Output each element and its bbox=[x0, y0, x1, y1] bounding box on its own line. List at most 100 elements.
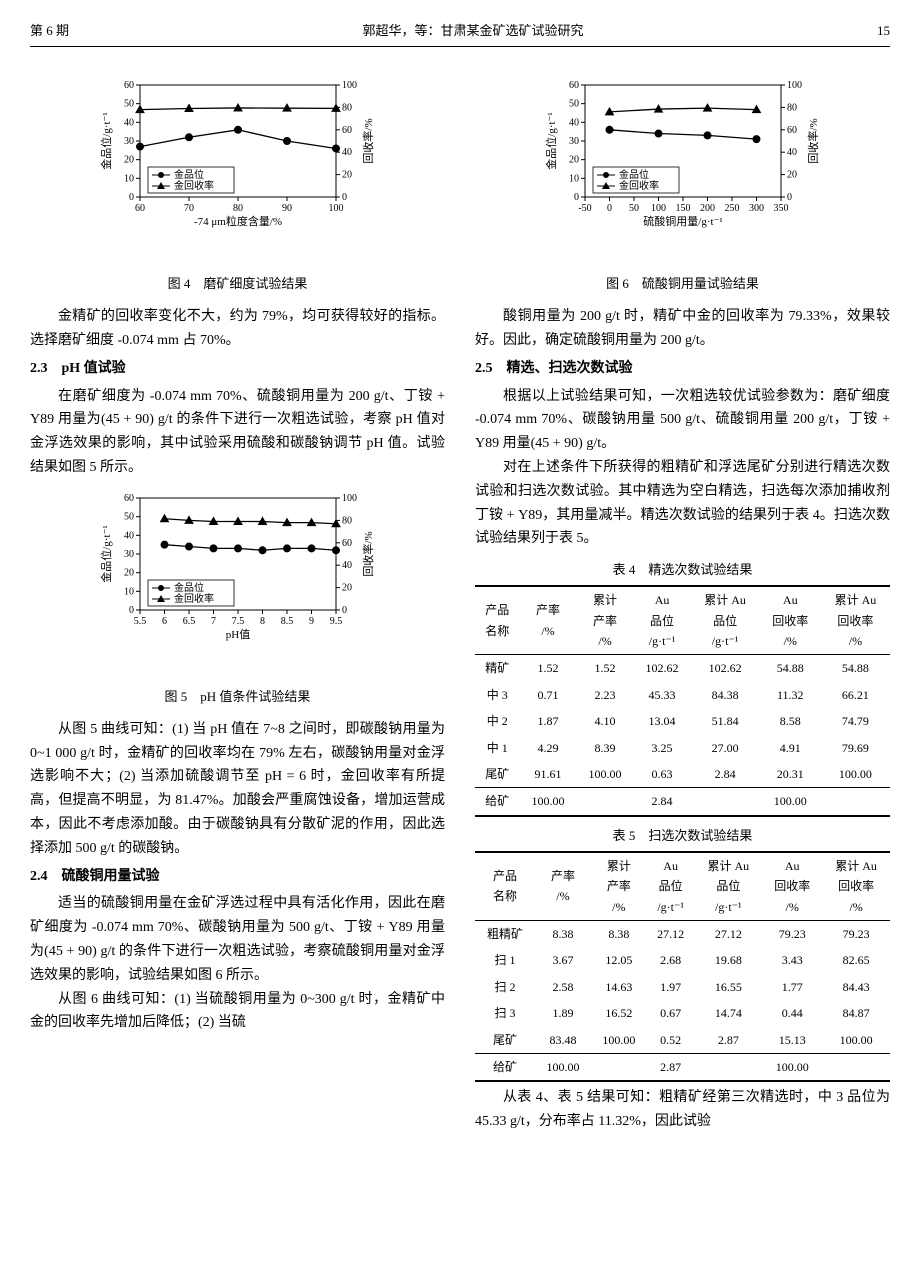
table-cell bbox=[577, 788, 634, 816]
svg-text:300: 300 bbox=[749, 203, 764, 214]
svg-text:0: 0 bbox=[342, 605, 347, 616]
svg-text:6: 6 bbox=[162, 616, 167, 627]
table-cell: 13.04 bbox=[634, 708, 691, 734]
table-cell: 27.12 bbox=[695, 921, 763, 948]
table-cell: 2.87 bbox=[695, 1027, 763, 1054]
table-cell: 14.63 bbox=[591, 974, 647, 1000]
table-cell: 4.29 bbox=[520, 735, 577, 761]
table-cell: 3.43 bbox=[762, 947, 822, 973]
table-cell: 1.77 bbox=[762, 974, 822, 1000]
svg-text:8: 8 bbox=[260, 616, 265, 627]
right-column: -500501001502002503003500102030405060020… bbox=[475, 67, 890, 1134]
svg-text:回收率/%: 回收率/% bbox=[806, 118, 820, 163]
table-cell: 12.05 bbox=[591, 947, 647, 973]
table-header-cell: 累计 Au品位/g·t⁻¹ bbox=[695, 852, 763, 921]
table-header-cell: 累计 Au品位/g·t⁻¹ bbox=[691, 586, 760, 655]
table-header-cell: 累计 Au回收率/% bbox=[822, 852, 890, 921]
table-cell: 4.91 bbox=[760, 735, 821, 761]
table-cell: 1.97 bbox=[647, 974, 695, 1000]
svg-text:金品位: 金品位 bbox=[619, 168, 649, 181]
table-cell bbox=[695, 1053, 763, 1081]
table-header-cell: 累计产率/% bbox=[577, 586, 634, 655]
table-cell: 中 2 bbox=[475, 708, 520, 734]
table-header-cell: 累计产率/% bbox=[591, 852, 647, 921]
svg-text:7.5: 7.5 bbox=[231, 616, 244, 627]
chart-6: -500501001502002503003500102030405060020… bbox=[475, 77, 890, 295]
table-cell: 84.43 bbox=[822, 974, 890, 1000]
table-header-cell: Au品位/g·t⁻¹ bbox=[647, 852, 695, 921]
table-cell: 15.13 bbox=[762, 1027, 822, 1054]
svg-text:6.5: 6.5 bbox=[182, 616, 195, 627]
table-cell: 91.61 bbox=[520, 761, 577, 788]
svg-text:60: 60 bbox=[787, 125, 797, 136]
svg-text:80: 80 bbox=[233, 203, 243, 214]
svg-text:40: 40 bbox=[787, 147, 797, 158]
table-5-title: 表 5 扫选次数试验结果 bbox=[475, 825, 890, 847]
table-cell: 0.71 bbox=[520, 682, 577, 708]
svg-text:回收率/%: 回收率/% bbox=[361, 531, 375, 576]
para-left-4: 适当的硫酸铜用量在金矿浮选过程中具有活化作用，因此在磨矿细度为 -0.074 m… bbox=[30, 892, 445, 987]
table-cell: 84.87 bbox=[822, 1000, 890, 1026]
table-cell: 54.88 bbox=[821, 655, 890, 682]
table-header-cell: Au回收率/% bbox=[760, 586, 821, 655]
table-cell: 1.89 bbox=[535, 1000, 591, 1026]
svg-text:20: 20 bbox=[787, 170, 797, 181]
table-cell: 0.52 bbox=[647, 1027, 695, 1054]
table-cell: 20.31 bbox=[760, 761, 821, 788]
table-cell: 100.00 bbox=[762, 1053, 822, 1081]
table-cell: 8.38 bbox=[535, 921, 591, 948]
svg-text:金品位: 金品位 bbox=[174, 581, 204, 594]
table-cell: 2.87 bbox=[647, 1053, 695, 1081]
table-cell: 3.25 bbox=[634, 735, 691, 761]
table-cell: 102.62 bbox=[634, 655, 691, 682]
table-cell: 2.84 bbox=[634, 788, 691, 816]
svg-text:50: 50 bbox=[124, 99, 134, 110]
svg-text:回收率/%: 回收率/% bbox=[361, 118, 375, 163]
table-cell: 11.32 bbox=[760, 682, 821, 708]
table-cell: 79.23 bbox=[762, 921, 822, 948]
table-cell: 83.48 bbox=[535, 1027, 591, 1054]
table-cell: 尾矿 bbox=[475, 1027, 535, 1054]
svg-text:40: 40 bbox=[124, 530, 134, 541]
table-cell: 79.23 bbox=[822, 921, 890, 948]
svg-text:8.5: 8.5 bbox=[280, 616, 293, 627]
table-cell: 100.00 bbox=[520, 788, 577, 816]
table-cell: 扫 1 bbox=[475, 947, 535, 973]
header-left: 第 6 期 bbox=[30, 20, 69, 42]
table-cell: 8.38 bbox=[591, 921, 647, 948]
table-cell: 82.65 bbox=[822, 947, 890, 973]
svg-text:7: 7 bbox=[211, 616, 216, 627]
header-center: 郭超华，等：甘肃某金矿选矿试验研究 bbox=[363, 20, 584, 42]
table-header-cell: Au回收率/% bbox=[762, 852, 822, 921]
table-cell: 2.23 bbox=[577, 682, 634, 708]
table-header-cell: 产品名称 bbox=[475, 852, 535, 921]
para-left-1: 金精矿的回收率变化不大，约为 79%，均可获得较好的指标。选择磨矿细度 -0.0… bbox=[30, 305, 445, 353]
svg-text:50: 50 bbox=[629, 203, 639, 214]
table-cell: 100.00 bbox=[577, 761, 634, 788]
table-cell bbox=[591, 1053, 647, 1081]
table-header-cell: 产率/% bbox=[535, 852, 591, 921]
svg-text:金回收率: 金回收率 bbox=[174, 179, 214, 192]
svg-text:10: 10 bbox=[569, 173, 579, 184]
table-header-cell: 产率/% bbox=[520, 586, 577, 655]
svg-text:200: 200 bbox=[700, 203, 715, 214]
sec-2-4: 2.4 硫酸铜用量试验 bbox=[30, 865, 445, 889]
table-cell: 16.55 bbox=[695, 974, 763, 1000]
svg-text:70: 70 bbox=[184, 203, 194, 214]
main-columns: 607080901000102030405060020406080100-74 … bbox=[30, 67, 890, 1134]
sec-2-5: 2.5 精选、扫选次数试验 bbox=[475, 357, 890, 381]
para-left-5: 从图 6 曲线可知：(1) 当硫酸铜用量为 0~300 g/t 时，金精矿中金的… bbox=[30, 988, 445, 1036]
para-right-3: 对在上述条件下所获得的粗精矿和浮选尾矿分别进行精选次数试验和扫选次数试验。其中精… bbox=[475, 456, 890, 551]
svg-text:90: 90 bbox=[282, 203, 292, 214]
para-right-2: 根据以上试验结果可知，一次粗选较优试验参数为：磨矿细度 -0.074 mm 70… bbox=[475, 385, 890, 456]
svg-text:0: 0 bbox=[129, 605, 134, 616]
table-cell: 0.44 bbox=[762, 1000, 822, 1026]
svg-text:9: 9 bbox=[309, 616, 314, 627]
table-cell: 中 1 bbox=[475, 735, 520, 761]
table-header-cell: Au品位/g·t⁻¹ bbox=[634, 586, 691, 655]
table-cell: 尾矿 bbox=[475, 761, 520, 788]
table-cell: 精矿 bbox=[475, 655, 520, 682]
table-cell: 27.12 bbox=[647, 921, 695, 948]
para-right-1: 酸铜用量为 200 g/t 时，精矿中金的回收率为 79.33%，效果较好。因此… bbox=[475, 305, 890, 353]
table-cell bbox=[691, 788, 760, 816]
